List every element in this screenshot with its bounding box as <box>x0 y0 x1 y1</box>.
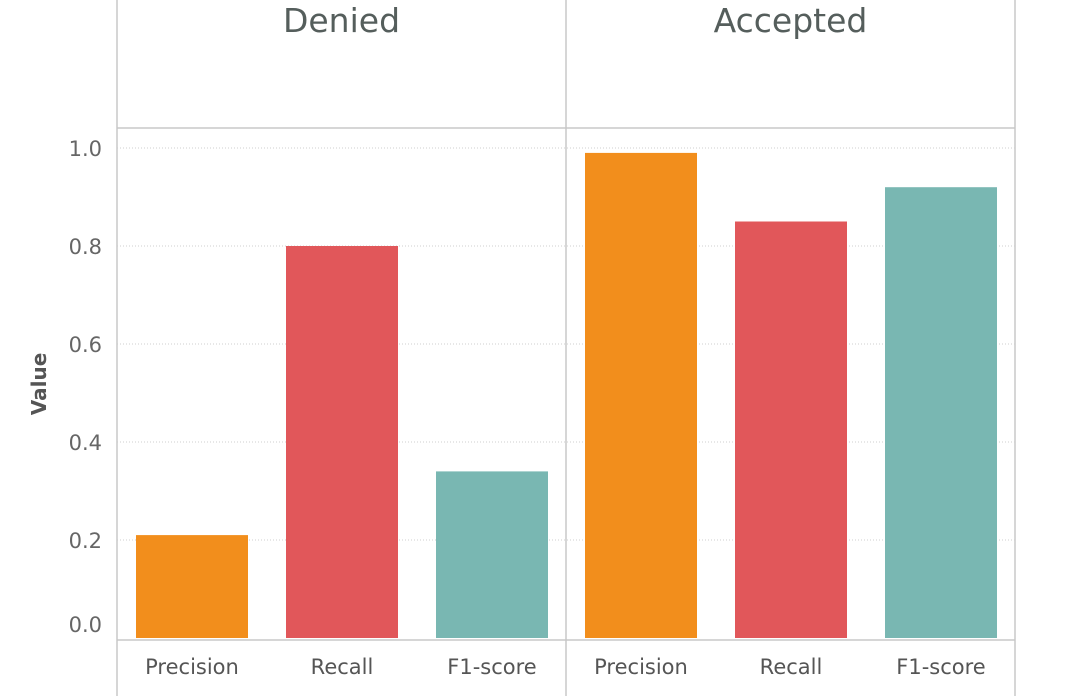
bar-accepted-f1-score <box>885 187 997 638</box>
x-category-label: Recall <box>311 655 374 679</box>
bar-denied-f1-score <box>436 471 548 638</box>
panel-title-denied: Denied <box>283 1 400 40</box>
y-tick-label: 0.8 <box>69 235 102 259</box>
y-tick-label: 1.0 <box>69 137 102 161</box>
y-tick-label: 0.2 <box>69 529 102 553</box>
labels: 0.0 0.2 0.4 0.6 0.8 1.0 Denied Precision Recall F… <box>69 1 986 679</box>
bar-denied-recall <box>286 246 398 638</box>
bar-accepted-recall <box>735 221 847 638</box>
x-category-label: Recall <box>760 655 823 679</box>
bar-accepted-precision <box>585 152 697 638</box>
chart-frame <box>116 0 1016 696</box>
panel-title-accepted: Accepted <box>714 1 868 40</box>
y-tick-label: 0.0 <box>69 613 102 637</box>
y-tick-label: 0.6 <box>69 333 102 357</box>
y-tick-label: 0.4 <box>69 431 102 455</box>
bars <box>136 152 997 638</box>
bar-denied-precision <box>136 535 248 638</box>
x-category-label: F1-score <box>896 655 985 679</box>
y-axis-title: Value <box>27 353 51 416</box>
x-category-label: Precision <box>594 655 688 679</box>
x-category-label: F1-score <box>447 655 536 679</box>
x-category-label: Precision <box>145 655 239 679</box>
